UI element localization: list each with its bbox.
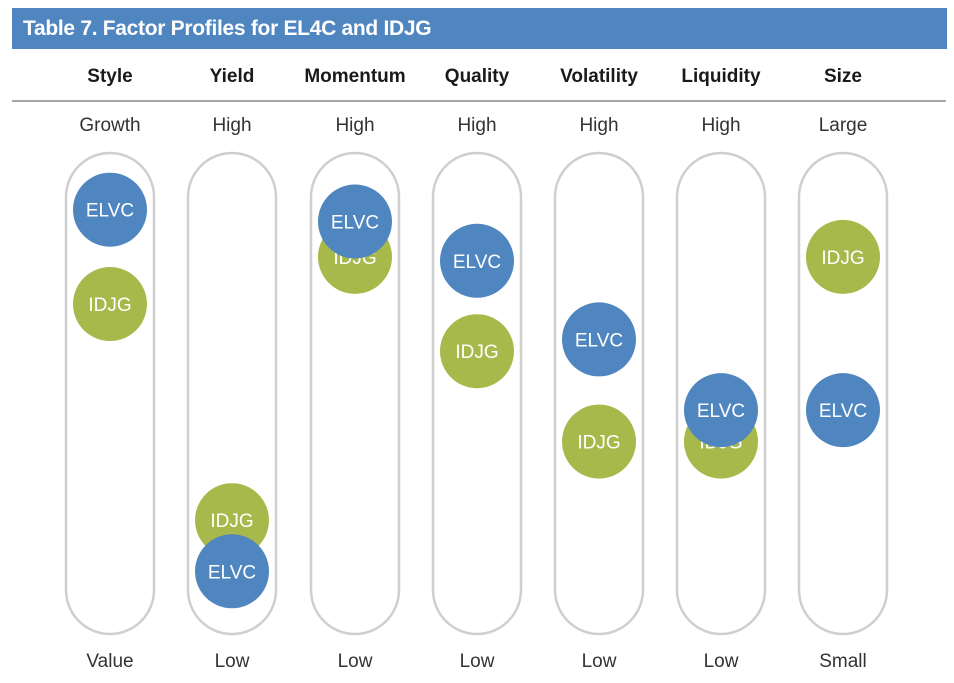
column-header-quality: Quality <box>445 66 510 87</box>
high-label-size: Large <box>819 115 868 136</box>
dot-idjg-quality <box>440 314 514 389</box>
dot-label-idjg-yield: IDJG <box>210 511 253 532</box>
track-style <box>64 151 156 636</box>
dot-elvc-volatility <box>562 302 636 377</box>
dot-idjg-volatility <box>562 404 636 479</box>
low-label-style: Value <box>86 651 133 672</box>
dot-elvc-liquidity <box>684 373 758 448</box>
low-label-quality: Low <box>460 651 495 672</box>
low-label-yield: Low <box>215 651 250 672</box>
track-momentum <box>309 151 401 636</box>
dot-elvc-momentum <box>318 184 392 259</box>
high-label-quality: High <box>457 115 496 136</box>
column-header-style: Style <box>87 66 132 87</box>
dot-idjg-size <box>806 219 880 294</box>
dot-label-idjg-volatility: IDJG <box>577 433 620 454</box>
dot-label-elvc-size: ELVC <box>819 401 867 422</box>
track-yield <box>186 151 278 636</box>
dot-label-elvc-momentum: ELVC <box>331 213 379 234</box>
dot-label-elvc-quality: ELVC <box>453 252 501 273</box>
dot-idjg-style <box>73 267 147 342</box>
track-volatility <box>553 151 645 636</box>
dot-label-elvc-volatility: ELVC <box>575 330 623 351</box>
low-label-size: Small <box>819 651 867 672</box>
high-label-yield: High <box>212 115 251 136</box>
column-header-liquidity: Liquidity <box>681 66 761 87</box>
dot-label-elvc-liquidity: ELVC <box>697 401 745 422</box>
dot-idjg-yield <box>195 483 269 558</box>
dot-elvc-size <box>806 373 880 448</box>
column-header-volatility: Volatility <box>560 66 638 87</box>
column-header-size: Size <box>824 66 862 87</box>
track-size <box>797 151 889 636</box>
dot-elvc-quality <box>440 223 514 298</box>
dot-label-idjg-quality: IDJG <box>455 342 498 363</box>
low-label-liquidity: Low <box>704 651 739 672</box>
track-liquidity <box>675 151 767 636</box>
dot-elvc-yield <box>195 534 269 609</box>
chart-title: Table 7. Factor Profiles for EL4C and ID… <box>12 8 947 49</box>
low-label-volatility: Low <box>582 651 617 672</box>
dot-label-elvc-style: ELVC <box>86 201 134 222</box>
dot-label-elvc-yield: ELVC <box>208 562 256 583</box>
track-quality <box>431 151 523 636</box>
column-header-yield: Yield <box>210 66 255 87</box>
high-label-momentum: High <box>335 115 374 136</box>
low-label-momentum: Low <box>338 651 373 672</box>
high-label-liquidity: High <box>701 115 740 136</box>
column-header-momentum: Momentum <box>304 66 405 87</box>
high-label-volatility: High <box>579 115 618 136</box>
dot-label-idjg-size: IDJG <box>821 248 864 269</box>
high-label-style: Growth <box>79 115 140 136</box>
dot-elvc-style <box>73 172 147 247</box>
dot-label-idjg-style: IDJG <box>88 295 131 316</box>
